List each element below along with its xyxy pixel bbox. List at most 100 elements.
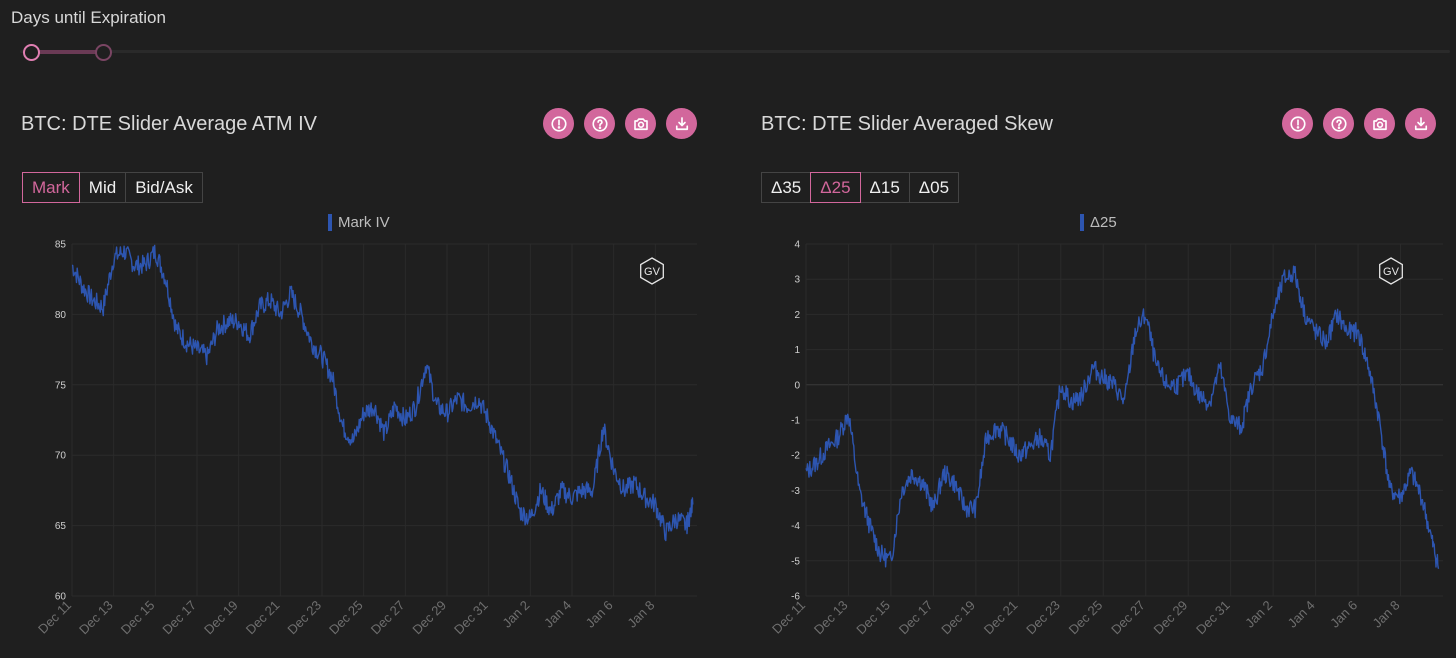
help-icon — [591, 115, 608, 132]
delta-15-button[interactable]: Δ15 — [859, 172, 910, 203]
y-tick-label: -3 — [791, 486, 800, 497]
x-tick-label: Dec 17 — [896, 598, 936, 638]
series-line — [805, 265, 1440, 569]
x-tick-label: Jan 6 — [1327, 598, 1360, 631]
legend-swatch — [1080, 214, 1084, 231]
y-tick-label: 65 — [55, 521, 67, 532]
x-tick-label: Dec 13 — [76, 598, 116, 638]
alert-icon — [550, 115, 567, 132]
y-tick-label: -5 — [791, 556, 800, 567]
x-tick-label: Jan 8 — [624, 598, 657, 631]
x-tick-label: Jan 2 — [499, 598, 532, 631]
bid-ask-button[interactable]: Bid/Ask — [125, 172, 203, 203]
legend-label: Mark IV — [338, 214, 390, 231]
gv-watermark-logo: GV — [1379, 257, 1403, 285]
x-tick-label: Dec 15 — [118, 598, 158, 638]
y-tick-label: 4 — [794, 240, 800, 251]
y-tick-label: -1 — [791, 416, 800, 427]
alert-button[interactable] — [1282, 108, 1313, 139]
hexagon-shape — [640, 257, 664, 285]
x-tick-label: Dec 29 — [1151, 598, 1191, 638]
screenshot-button[interactable] — [1364, 108, 1395, 139]
grid — [71, 243, 697, 597]
hexagon-shape — [1379, 257, 1403, 285]
y-tick-label: -6 — [791, 592, 800, 603]
download-icon — [1414, 116, 1427, 130]
x-tick-label: Dec 25 — [326, 598, 366, 638]
x-tick-label: Dec 25 — [1066, 598, 1106, 638]
legend[interactable]: Mark IV — [328, 214, 390, 231]
delta-05-button[interactable]: Δ05 — [908, 172, 960, 203]
x-tick-label: Dec 13 — [811, 598, 851, 638]
camera-icon — [633, 117, 648, 130]
download-button[interactable] — [666, 108, 697, 139]
y-tick-label: 1 — [794, 345, 800, 356]
x-tick-label: Dec 11 — [35, 598, 74, 637]
help-icon — [1330, 115, 1347, 132]
x-tick-label: Dec 23 — [1023, 598, 1063, 638]
legend-label: Δ25 — [1090, 214, 1117, 231]
panel-title: BTC: DTE Slider Average ATM IV — [21, 113, 318, 135]
x-tick-label: Dec 31 — [1193, 598, 1233, 638]
x-tick-label: Dec 29 — [409, 598, 449, 638]
x-tick-label: Jan 8 — [1370, 598, 1403, 631]
y-tick-label: 3 — [794, 275, 800, 286]
toolbar — [543, 108, 697, 139]
watermark-text: GV — [644, 266, 661, 278]
x-tick-label: Dec 21 — [981, 598, 1021, 638]
x-tick-label: Dec 27 — [368, 598, 408, 638]
y-tick-label: 2 — [794, 310, 800, 321]
series-line — [71, 244, 694, 542]
y-tick-label: 85 — [55, 240, 67, 251]
y-tick-label: 80 — [55, 310, 67, 321]
slider-end-handle[interactable] — [95, 44, 112, 61]
x-tick-label: Jan 4 — [1285, 598, 1318, 631]
x-tick-label: Dec 31 — [451, 598, 491, 638]
legend[interactable]: Δ25 — [1080, 214, 1117, 231]
toolbar — [1282, 108, 1436, 139]
mark-button[interactable]: Mark — [22, 172, 80, 203]
slider-start-handle[interactable] — [23, 44, 40, 61]
x-tick-label: Jan 2 — [1242, 598, 1275, 631]
delta-35-button[interactable]: Δ35 — [761, 172, 812, 203]
panel-title: BTC: DTE Slider Averaged Skew — [761, 113, 1053, 135]
watermark-text: GV — [1383, 266, 1400, 278]
alert-button[interactable] — [543, 108, 574, 139]
x-tick-label: Dec 15 — [853, 598, 893, 638]
slider-rail[interactable] — [20, 50, 1450, 53]
grid — [805, 243, 1443, 597]
y-tick-label: 0 — [794, 380, 800, 391]
alert-icon — [1289, 115, 1306, 132]
price-type-selector: Mark Mid Bid/Ask — [22, 172, 203, 203]
x-tick-label: Dec 17 — [159, 598, 199, 638]
x-tick-label: Jan 6 — [583, 598, 616, 631]
screenshot-button[interactable] — [625, 108, 656, 139]
help-button[interactable] — [1323, 108, 1354, 139]
download-button[interactable] — [1405, 108, 1436, 139]
gv-watermark-logo: GV — [640, 257, 664, 285]
help-button[interactable] — [584, 108, 615, 139]
atm-iv-panel: 85 80 75 70 65 60 Dec 11 Dec 13 Dec 15 Dec 17 Dec … — [0, 100, 700, 658]
x-tick-label: Dec 27 — [1108, 598, 1148, 638]
mid-button[interactable]: Mid — [78, 172, 127, 203]
x-tick-label: Dec 11 — [769, 598, 808, 637]
x-tick-label: Dec 21 — [243, 598, 283, 638]
x-tick-label: Dec 23 — [284, 598, 324, 638]
download-icon — [675, 116, 688, 130]
legend-swatch — [328, 214, 332, 231]
y-tick-label: 70 — [55, 451, 67, 462]
x-tick-label: Dec 19 — [201, 598, 241, 638]
slider-range-track[interactable] — [32, 50, 104, 54]
delta-selector: Δ35 Δ25 Δ15 Δ05 — [761, 172, 960, 203]
y-tick-label: 60 — [55, 592, 67, 603]
delta-25-button[interactable]: Δ25 — [810, 172, 861, 203]
slider-label: Days until Expiration — [11, 8, 166, 27]
camera-icon — [1372, 117, 1387, 130]
x-tick-label: Dec 19 — [938, 598, 978, 638]
skew-panel: 4 3 2 1 0 -1 -2 -3 -4 -5 -6 Dec 11 Dec 13 Dec 15 Dec 1… — [740, 100, 1456, 658]
y-tick-label: -4 — [791, 521, 800, 532]
y-tick-label: 75 — [55, 380, 67, 391]
y-tick-label: -2 — [791, 451, 800, 462]
